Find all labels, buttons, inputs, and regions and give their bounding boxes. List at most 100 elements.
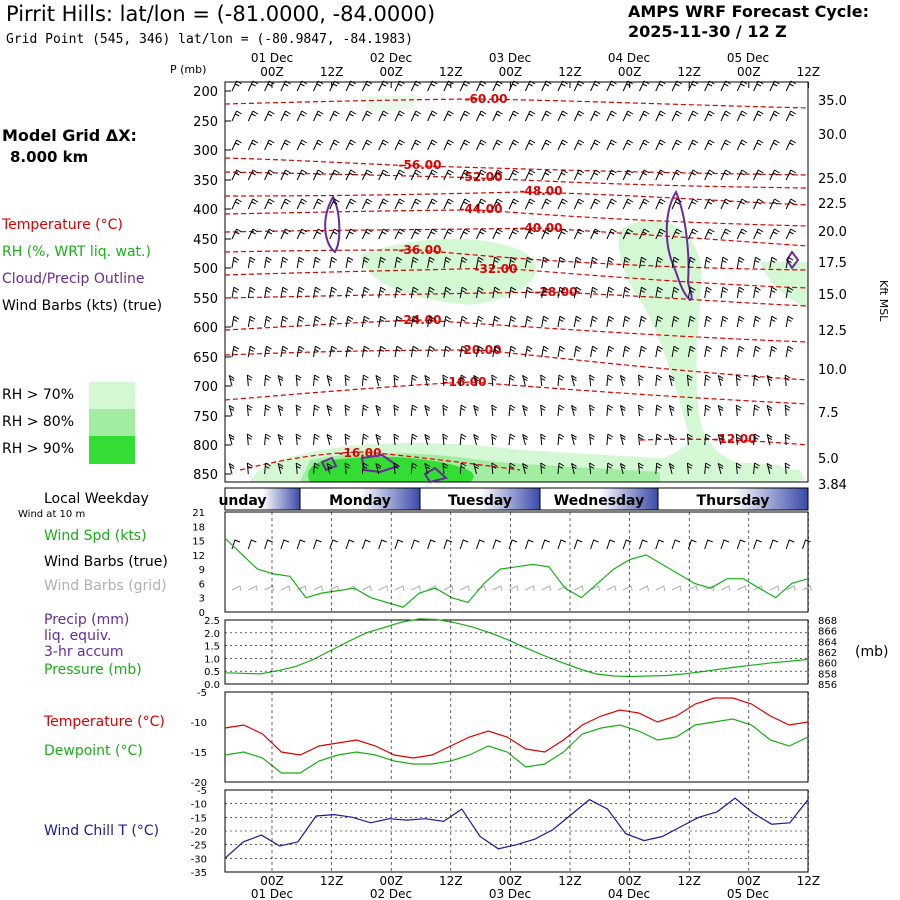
wind-barb [345, 169, 356, 181]
wind-barb [375, 374, 382, 387]
temperature-contour [224, 319, 809, 343]
wind-barb [638, 462, 644, 475]
legend-rh90: RH > 90% [2, 441, 75, 457]
temperature-contour [224, 209, 809, 227]
wind-barb [410, 256, 419, 269]
temperature-contour-label: -48.00 [520, 184, 563, 198]
wind-barb [622, 198, 634, 210]
wind-barb [280, 256, 289, 269]
grid-wind-barb [769, 585, 780, 592]
surface-wind-barb [378, 539, 387, 550]
temperature-contour-label: -32.00 [475, 262, 518, 276]
wind-barb [720, 198, 731, 210]
wind-barb [313, 286, 321, 299]
wind-barb [589, 404, 595, 417]
cycle-title: AMPS WRF Forecast Cycle: [628, 2, 870, 21]
wind-barb [329, 256, 337, 269]
wind-barb [508, 345, 517, 358]
wind-tick-label: 0 [199, 608, 205, 619]
wind-barb [491, 462, 498, 475]
pressure-tick-label: 650 [193, 351, 218, 366]
wind-barb [344, 433, 351, 446]
wind-barb [606, 433, 614, 446]
surface-wind-barb [361, 539, 371, 550]
wind-barb [541, 228, 552, 240]
wind-barb [491, 404, 498, 417]
wind-barb [573, 228, 585, 240]
grid-wind-barb [785, 585, 796, 592]
wind-barb [687, 139, 699, 151]
rh-shading [250, 96, 808, 482]
wind-barb [571, 462, 577, 475]
wind-barb [753, 462, 760, 475]
wind-barb [753, 404, 760, 417]
wind-barb [361, 139, 373, 151]
wind-barb [687, 315, 696, 328]
wind-barb [687, 228, 699, 240]
wind-barb [590, 256, 598, 269]
wind-barb [590, 198, 601, 210]
wind-barb [410, 345, 419, 358]
wind-barb [717, 433, 724, 446]
weekday-label: unday [218, 493, 266, 509]
surface-wind-barb [264, 539, 273, 550]
wind-barb [296, 139, 308, 151]
kft-tick-label: 5.0 [818, 452, 839, 467]
wind-barb [522, 433, 528, 446]
wind-barb [228, 462, 235, 475]
wind-barb [247, 286, 256, 299]
wind-barb [459, 169, 471, 181]
temperature-contour-label: -60.00 [465, 92, 508, 106]
wind-barb [247, 198, 259, 210]
wind-barb [573, 198, 585, 210]
wind-barb [557, 462, 565, 475]
kft-tick-label: 7.5 [818, 406, 839, 421]
wind-barb [394, 315, 403, 328]
wind-barb [769, 315, 778, 328]
weekday-label: Thursday [697, 493, 770, 509]
wind-barb [375, 462, 382, 475]
wind-barb [345, 80, 356, 92]
grid-wind-barb [622, 585, 633, 592]
wind-barb [361, 169, 373, 181]
weekday-segment [657, 487, 809, 511]
wind-barb [280, 169, 291, 181]
wind-barb [557, 315, 566, 328]
wind-barb [264, 404, 271, 417]
wind-barb [410, 139, 422, 151]
wind-barb [459, 404, 467, 417]
wind-barb [541, 286, 549, 299]
grid-wind-barb [459, 585, 470, 592]
kft-tick-label: 22.5 [818, 197, 847, 212]
wind-barb [295, 404, 302, 417]
wind-barb [769, 110, 780, 122]
grid-wind-barb [394, 585, 405, 592]
wind-barb [378, 228, 389, 240]
bottom-hour-label: 12Z [797, 874, 821, 888]
wind-barb [228, 374, 235, 387]
wind-barb [736, 315, 745, 328]
surface-wind-barb [802, 539, 811, 550]
wind-barb [228, 404, 235, 417]
wind-barb [394, 228, 405, 240]
wind-barb [459, 198, 471, 210]
wind10m-label: Wind at 10 m [18, 509, 86, 520]
kft-axis-label: Kft MSL [877, 280, 890, 322]
wind-barb [769, 139, 780, 151]
grid-wind-barb [688, 585, 698, 592]
surface-wind-barb [622, 539, 632, 550]
wind-barb [753, 315, 761, 328]
wind-barb [704, 345, 712, 358]
wind-barb [524, 80, 536, 92]
wind-barb [606, 169, 617, 181]
wind-barb [329, 169, 340, 181]
wind-barb [736, 345, 745, 358]
wind-barb [473, 374, 479, 387]
bottom-date-label: 01 Dec [251, 887, 293, 900]
top-hour-label: 00Z [379, 65, 403, 79]
bottom-hour-label: 00Z [499, 874, 523, 888]
wind-barb [557, 80, 568, 92]
wind-barb [427, 110, 438, 122]
wind-barb [361, 374, 369, 387]
wind-barb [753, 256, 761, 269]
